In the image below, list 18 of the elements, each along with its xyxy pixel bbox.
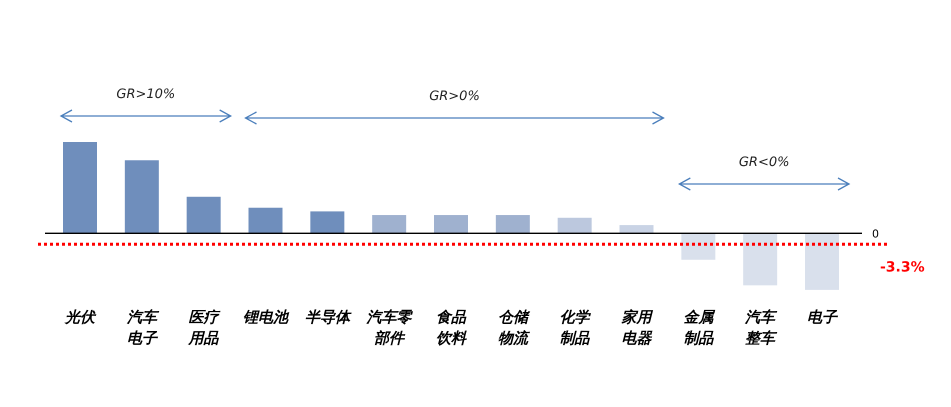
x-tick-label: 汽车零部件 — [366, 308, 414, 347]
x-tick-label: 食品饮料 — [436, 308, 467, 347]
x-tick-label: 家用电器 — [620, 308, 654, 347]
x-tick-label: 电子 — [807, 308, 839, 326]
annotation: GR<0% — [738, 155, 790, 170]
x-tick-label: 仓储物流 — [498, 308, 531, 347]
x-tick-label: 金属制品 — [683, 308, 716, 347]
x-tick-label: 汽车整车 — [744, 308, 778, 347]
x-tick-label: 汽车电子 — [126, 308, 160, 347]
ref-line-label: 0 — [872, 227, 879, 240]
text: GR>10% — [116, 87, 176, 102]
x-tick-label: 锂电池 — [243, 308, 290, 326]
text: -3.3% — [880, 259, 925, 276]
x-tick-label: 光伏 — [64, 308, 97, 326]
x-tick-label: 半导体 — [304, 308, 352, 326]
x-tick-label: 化学制品 — [560, 308, 592, 347]
x-tick-label: 医疗用品 — [188, 308, 222, 347]
text: GR>0% — [429, 89, 480, 104]
